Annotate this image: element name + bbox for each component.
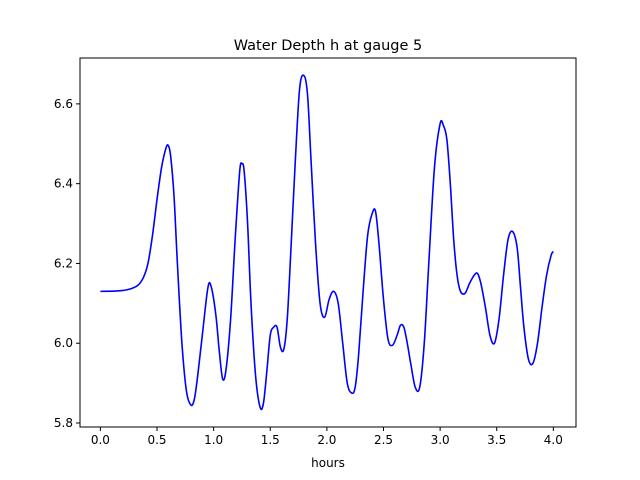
x-tick-label: 4.0 <box>544 433 563 447</box>
x-tick-label: 0.5 <box>147 433 166 447</box>
x-tick-label: 2.5 <box>374 433 393 447</box>
x-tick-label: 3.5 <box>487 433 506 447</box>
y-tick-label: 6.6 <box>54 97 73 111</box>
x-axis-ticks: 0.0 0.5 1.0 1.5 2.0 2.5 3.0 3.5 4.0 <box>91 427 563 447</box>
y-tick-label: 5.8 <box>54 416 73 430</box>
x-tick-label: 1.0 <box>204 433 223 447</box>
chart-title: Water Depth h at gauge 5 <box>234 38 422 54</box>
x-tick-label: 1.5 <box>261 433 280 447</box>
y-tick-label: 6.2 <box>54 256 73 270</box>
y-tick-label: 6.4 <box>54 177 73 191</box>
y-axis-ticks: 5.8 6.0 6.2 6.4 6.6 <box>54 97 80 430</box>
x-tick-label: 2.0 <box>317 433 336 447</box>
plot-area-frame <box>79 57 577 428</box>
y-tick-label: 6.0 <box>54 336 73 350</box>
x-tick-label: 0.0 <box>91 433 110 447</box>
x-axis-label: hours <box>311 456 345 470</box>
series-line <box>100 74 555 411</box>
x-tick-label: 3.0 <box>431 433 450 447</box>
